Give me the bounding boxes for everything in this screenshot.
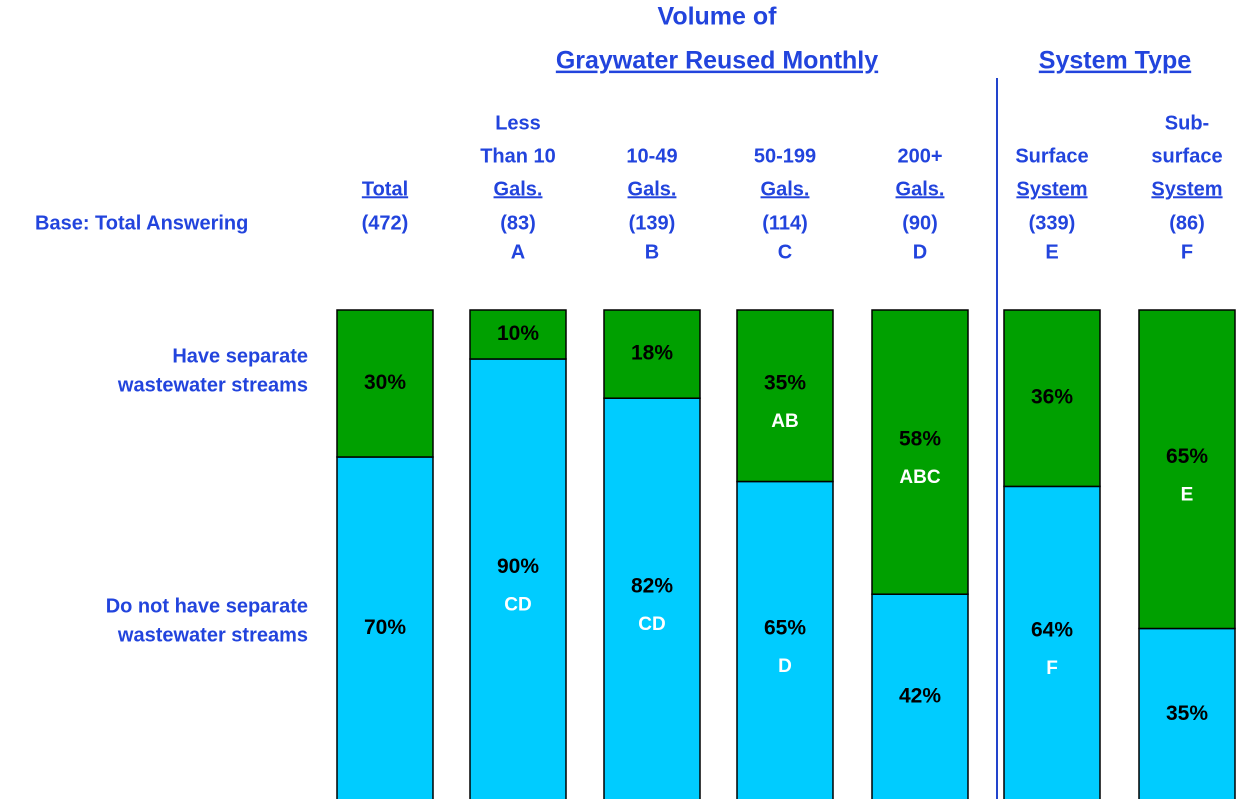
column-base: (83) (500, 212, 536, 234)
significance-label: D (778, 656, 792, 677)
significance-label: F (1046, 658, 1058, 679)
column-header: Total (362, 178, 408, 200)
bar-segment (871, 309, 969, 595)
bar-segment (469, 309, 567, 360)
value-label: 58% (899, 428, 941, 451)
column-header: System (1151, 178, 1222, 200)
bar-segment (1003, 485, 1101, 799)
value-label: 65% (1166, 445, 1208, 468)
bar-segment (1138, 309, 1236, 630)
column-header: Gals. (494, 178, 543, 200)
value-label: 90% (497, 555, 539, 578)
value-label: 42% (899, 685, 941, 708)
value-label: 18% (631, 342, 673, 365)
column-header: Gals. (761, 178, 810, 200)
group-title: System Type (1039, 47, 1191, 75)
column-letter: C (778, 241, 792, 263)
column-header: 10-49 (626, 145, 677, 167)
column-base: (86) (1169, 212, 1205, 234)
column-header: Than 10 (480, 145, 556, 167)
significance-label: CD (504, 595, 531, 616)
significance-label: CD (638, 614, 665, 635)
value-label: 64% (1031, 619, 1073, 642)
value-label: 30% (364, 371, 406, 394)
bar-segment (736, 309, 834, 483)
bar-segment (336, 456, 434, 799)
column-base: (472) (362, 212, 409, 234)
column-letter: E (1045, 241, 1058, 263)
significance-label: E (1181, 484, 1194, 505)
column-header: Gals. (628, 178, 677, 200)
column-letter: F (1181, 241, 1193, 263)
column-header: System (1016, 178, 1087, 200)
value-label: 35% (1166, 702, 1208, 725)
column-header: surface (1151, 145, 1222, 167)
group-title: Graywater Reused Monthly (556, 47, 878, 75)
row-label: Do not have separate (106, 595, 308, 617)
value-label: 65% (764, 616, 806, 639)
bar-segment (469, 358, 567, 799)
value-label: 70% (364, 616, 406, 639)
group-title: Volume of (658, 3, 778, 31)
column-base: (90) (902, 212, 938, 234)
significance-label: ABC (899, 467, 940, 488)
value-label: 10% (497, 322, 539, 345)
row-label: Have separate (172, 345, 308, 367)
value-label: 35% (764, 371, 806, 394)
bar-segment (603, 309, 701, 399)
value-label: 82% (631, 575, 673, 598)
column-header: Gals. (896, 178, 945, 200)
column-letter: D (913, 241, 927, 263)
base-label: Base: Total Answering (35, 212, 248, 234)
row-label: wastewater streams (117, 374, 308, 396)
value-label: 36% (1031, 386, 1073, 409)
column-header: Less (495, 112, 541, 134)
column-header: 50-199 (754, 145, 816, 167)
significance-label: AB (771, 411, 798, 432)
column-base: (139) (629, 212, 676, 234)
column-header: Surface (1015, 145, 1088, 167)
bar-segment (603, 397, 701, 799)
bar-segment (736, 480, 834, 799)
row-label: wastewater streams (117, 624, 308, 646)
column-base: (114) (762, 212, 808, 234)
column-header: 200+ (897, 145, 942, 167)
column-base: (339) (1029, 212, 1076, 234)
column-letter: A (511, 241, 525, 263)
column-header: Sub- (1165, 112, 1209, 134)
bar-segment (336, 309, 434, 458)
column-letter: B (645, 241, 659, 263)
bar-segment (1003, 309, 1101, 488)
